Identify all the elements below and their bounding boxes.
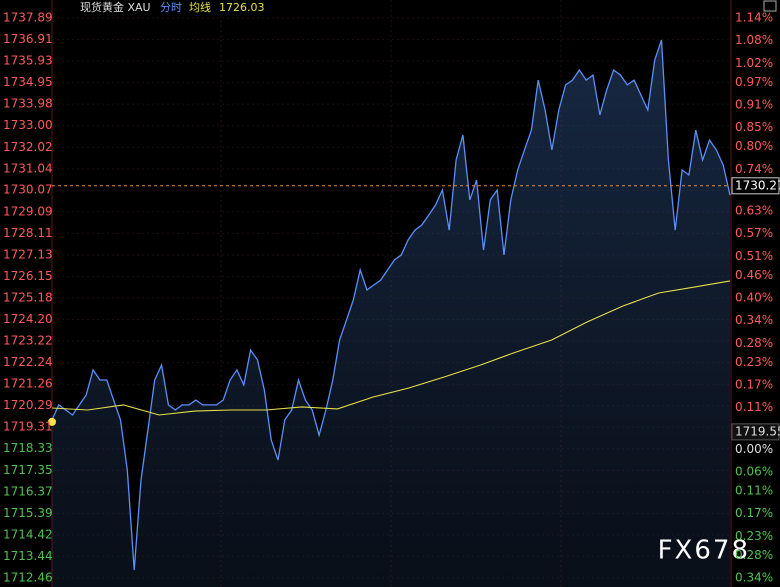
y2-tick-label: 0.40% <box>735 291 773 305</box>
y2-tick-label: 0.28% <box>735 548 773 562</box>
y-tick-label: 1723.22 <box>3 334 53 348</box>
y-tick-label: 1719.31 <box>3 420 53 434</box>
y-tick-label: 1735.93 <box>3 54 53 68</box>
y-tick-label: 1715.39 <box>3 506 53 520</box>
y2-tick-label: 0.74% <box>735 162 773 176</box>
y2-tick-label: 0.17% <box>735 378 773 392</box>
y-tick-label: 1729.09 <box>3 204 53 218</box>
y2-tick-label: 0.23% <box>735 529 773 543</box>
y2-tick-label: 0.51% <box>735 249 773 263</box>
corner-icon[interactable] <box>763 0 777 12</box>
y2-tick-label: 0.46% <box>735 268 773 282</box>
y2-tick-label: 0.11% <box>735 400 773 414</box>
y2-tick-label: 1.08% <box>735 33 773 47</box>
legend-price: 分时 <box>160 1 182 14</box>
y-tick-label: 1737.89 <box>3 11 53 25</box>
y2-tick-label: 0.80% <box>735 139 773 153</box>
price-line <box>51 39 731 571</box>
last-price-box <box>731 177 780 195</box>
y2-tick-label: 0.63% <box>735 203 773 217</box>
y-tick-label: 1713.44 <box>3 549 53 563</box>
watermark: FX678 <box>658 536 750 566</box>
y-tick-label: 1718.33 <box>3 441 53 455</box>
y-tick-label: 1731.04 <box>3 161 53 175</box>
y2-tick-label: 0.28% <box>735 336 773 350</box>
plot <box>48 39 731 587</box>
y2-tick-label: 1.14% <box>735 11 773 25</box>
y-tick-label: 1712.46 <box>3 571 53 585</box>
y-tick-label: 1732.02 <box>3 140 53 154</box>
avg-line <box>51 280 731 416</box>
y-tick-label: 1734.95 <box>3 75 53 89</box>
prev-close-label: 1719.55 <box>735 424 780 438</box>
y-tick-label: 1726.15 <box>3 269 53 283</box>
y2-tick-label: 0.57% <box>735 226 773 240</box>
start-dot <box>48 417 56 426</box>
legend-avg-value: 1726.03 <box>219 1 265 14</box>
chart-title: 现货黄金 XAU <box>80 0 151 14</box>
y-tick-label: 1733.98 <box>3 97 53 111</box>
y-tick-label: 1720.29 <box>3 398 53 412</box>
y2-tick-label: 0.91% <box>735 98 773 112</box>
y2-tick-label: 0.97% <box>735 75 773 89</box>
y-tick-label: 1714.42 <box>3 527 53 541</box>
y2-tick-label: 0.85% <box>735 120 773 134</box>
y2-tick-label: 0.17% <box>735 506 773 520</box>
y2-tick-label: 0.06% <box>735 465 773 479</box>
y2-tick-label: 0.11% <box>735 483 773 497</box>
last-price-label: 1730.27 <box>735 178 780 192</box>
y-tick-label: 1727.13 <box>3 247 53 261</box>
y-tick-label: 1721.26 <box>3 377 53 391</box>
y-tick-label: 1730.07 <box>3 183 53 197</box>
y-tick-label: 1725.18 <box>3 290 53 304</box>
prev-close-box <box>731 423 780 441</box>
price-area <box>52 40 730 587</box>
y-tick-label: 1716.37 <box>3 484 53 498</box>
y-tick-label: 1717.35 <box>3 463 53 477</box>
y2-tick-label: 0.34% <box>735 571 773 585</box>
y2-tick-label: 1.02% <box>735 56 773 70</box>
y2-tick-label: 0.34% <box>735 313 773 327</box>
y-tick-label: 1722.24 <box>3 355 53 369</box>
legend-avg: 均线 <box>189 0 211 14</box>
y-tick-label: 1724.20 <box>3 312 53 326</box>
y-tick-label: 1733.00 <box>3 118 53 132</box>
y2-tick-label: 0.23% <box>735 355 773 369</box>
y-tick-label: 1736.91 <box>3 32 53 46</box>
y-tick-label: 1728.11 <box>3 226 53 240</box>
y2-tick-label: 0.00% <box>735 442 773 456</box>
